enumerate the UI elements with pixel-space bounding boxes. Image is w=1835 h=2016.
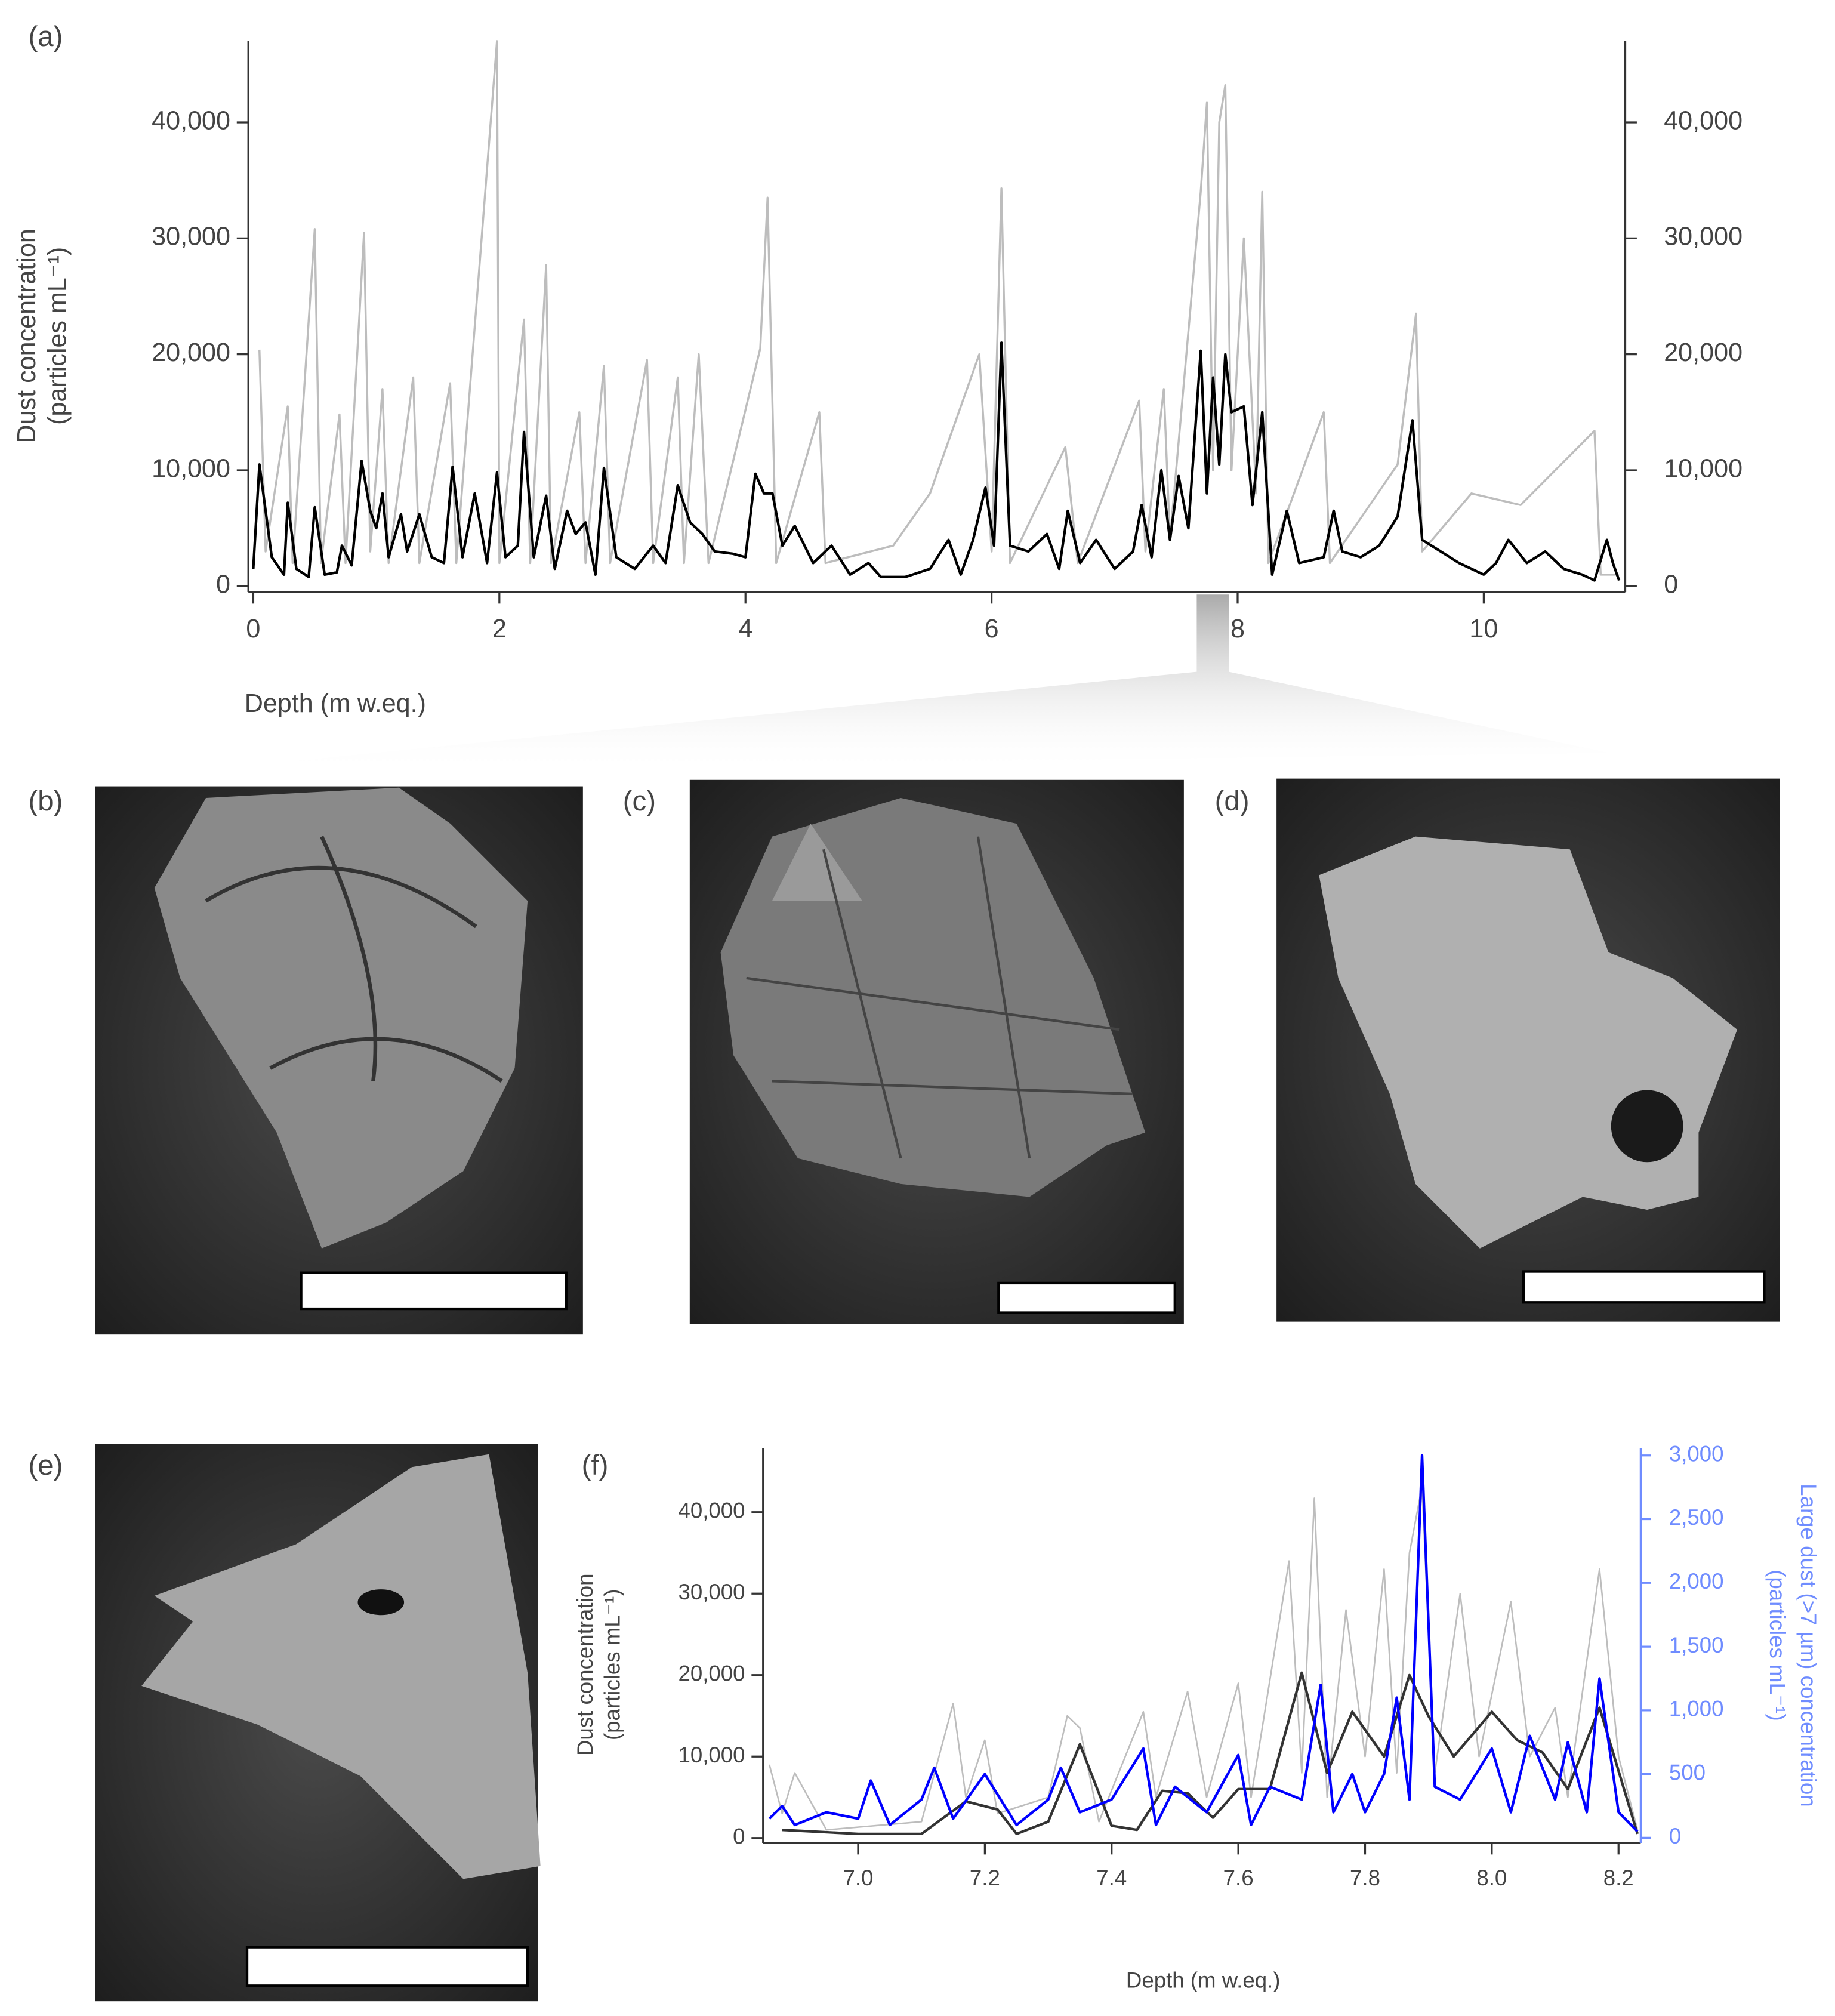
x-tick-label: 10 [1469,615,1498,643]
y-tick-label-right: 10,000 [1664,454,1743,483]
y2-tick-label: 1,500 [1669,1633,1724,1657]
y-axis-label: (particles mL⁻¹) [44,247,72,425]
y-tick-label-right: 30,000 [1664,223,1743,251]
y-tick-label: 40,000 [678,1498,745,1522]
x-tick-label: 7.4 [1096,1866,1127,1890]
y2-tick-label: 3,000 [1669,1441,1724,1466]
y-tick-label: 20,000 [678,1661,745,1685]
y-tick-label: 0 [733,1824,745,1848]
data-line [769,1485,1639,1831]
y2-tick-label: 2,500 [1669,1505,1724,1530]
y-axis-label: (particles mL⁻¹) [600,1589,624,1740]
x-tick-label: 8.2 [1603,1866,1634,1890]
data-line [768,1454,1639,1833]
x-tick-label: 7.0 [843,1866,874,1890]
y-tick-label: 20,000 [152,338,230,367]
panel-label: (f) [582,1450,609,1481]
x-tick-label: 7.8 [1350,1866,1380,1890]
y-tick-label: 30,000 [678,1580,745,1604]
x-axis-label: Depth (m w.eq.) [245,689,426,718]
x-tick-label: 4 [738,615,752,643]
zoom-fan [180,594,1609,772]
panel-label: (e) [28,1450,63,1481]
y-tick-label-right: 20,000 [1664,338,1743,367]
panel-label: (b) [28,785,63,817]
y-tick-label: 0 [216,571,230,599]
y2-axis-label: (particles mL⁻¹) [1765,1570,1790,1721]
y-axis-label: Dust concentration [13,229,41,443]
panel-label: (c) [623,785,656,817]
photo-b [95,786,583,1335]
data-line [252,341,1621,582]
y-tick-label-right: 40,000 [1664,106,1743,135]
x-tick-label: 8 [1230,615,1245,643]
y2-axis-label: Large dust (>7 µm) concentration [1796,1484,1821,1807]
y-tick-label: 40,000 [152,106,230,135]
x-axis-label: Depth (m w.eq.) [1126,1968,1281,1993]
y2-tick-label: 2,000 [1669,1569,1724,1593]
y-tick-label: 30,000 [152,223,230,251]
x-tick-label: 8.0 [1476,1866,1507,1890]
data-line [782,1671,1639,1836]
data-line [258,40,1620,576]
x-tick-label: 7.6 [1223,1866,1254,1890]
panel-label: (a) [28,21,63,53]
x-tick-label: 2 [492,615,507,643]
y-tick-label: 10,000 [152,454,230,483]
y2-tick-label: 500 [1669,1760,1706,1784]
x-tick-label: 6 [985,615,999,643]
photo-c [689,779,1184,1324]
x-tick-label: 7.2 [970,1866,1000,1890]
photo-e [95,1444,541,2002]
y-tick-label-right: 0 [1664,571,1678,599]
y-tick-label: 10,000 [678,1743,745,1767]
y-axis-label: Dust concentration [573,1574,597,1756]
photo-d [1276,778,1780,1322]
y2-tick-label: 1,000 [1669,1697,1724,1721]
y2-tick-label: 0 [1669,1824,1681,1848]
x-tick-label: 0 [246,615,260,643]
panel-label: (d) [1215,785,1250,817]
